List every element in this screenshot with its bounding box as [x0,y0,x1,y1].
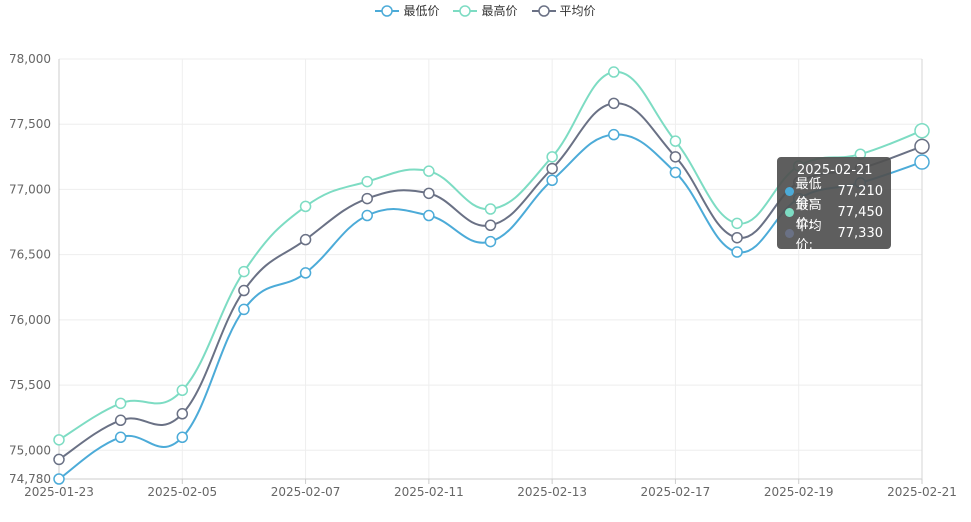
data-point-low [53,473,65,485]
data-point-low [484,235,497,248]
y-tick-label: 75,000 [9,443,51,457]
legend-item-high[interactable]: 最高价 [453,2,518,19]
legend-high-swatch-icon [453,4,478,17]
legend-item-avg[interactable]: 平均价 [531,2,596,19]
data-point-high [114,397,127,410]
legend-high-label: 最高价 [481,4,518,18]
data-point-avg [914,138,930,155]
y-tick-label: 77,000 [9,182,51,196]
data-point-high [608,66,620,78]
data-point-low [114,431,127,444]
tooltip-row-avg: 平均价: 77,330 [785,219,884,253]
tooltip-title: 2025-02-21 [797,163,873,178]
data-point-high [914,122,930,139]
legend-low-swatch-icon [375,4,400,17]
data-point-avg [238,284,250,297]
tooltip-avg-value: 77,330 [837,226,884,241]
y-tick-label: 76,000 [9,313,51,327]
y-tick-label: 74,780 [9,472,51,486]
data-point-avg [484,219,497,232]
legend-item-low[interactable]: 最低价 [375,2,439,19]
data-point-avg [546,162,558,175]
data-point-low [423,209,435,222]
legend-avg-swatch-icon [531,4,556,17]
data-point-high [731,217,743,230]
data-point-low [299,267,312,279]
tooltip-row-low: 最低价: 77,210 [785,177,884,211]
data-point-avg [423,187,435,200]
data-point-avg [361,192,373,205]
data-point-low [608,128,620,141]
data-point-high [176,384,189,397]
data-point-low [731,246,743,258]
tooltip-avg-dot-icon [785,229,794,238]
data-point-high [299,200,312,213]
data-tooltip: 2025-02-21 最低价: 77,210 最高价: 77,450 平均价: … [777,157,891,253]
data-point-high [423,165,435,177]
chart-legend: 最低价 最高价 平均价 [0,2,971,19]
data-point-high [361,175,373,188]
data-point-low [546,174,558,187]
data-point-avg [669,151,682,163]
tooltip-avg-label: 平均价: [795,218,822,253]
data-point-high [238,265,250,278]
tooltip-high-value: 77,450 [837,205,884,220]
data-point-high [484,203,497,215]
x-tick-label: 2025-02-17 [641,485,711,499]
tooltip-low-value: 77,210 [837,184,884,199]
tooltip-low-dot-icon [785,187,794,196]
data-point-high [669,135,682,147]
x-tick-label: 2025-01-23 [24,485,94,499]
data-point-avg [53,453,65,466]
data-point-low [176,431,189,444]
y-tick-label: 75,500 [9,378,51,392]
data-point-high [546,151,558,163]
tooltip-row-high: 最高价: 77,450 [785,198,884,232]
data-point-low [914,154,930,170]
legend-low-label: 最低价 [403,4,440,18]
x-tick-label: 2025-02-11 [394,485,464,499]
data-point-low [238,303,250,316]
x-tick-label: 2025-02-05 [147,485,217,499]
legend-avg-label: 平均价 [559,4,596,18]
data-point-avg [114,414,127,427]
data-point-avg [731,231,743,244]
x-tick-label: 2025-02-07 [271,485,341,499]
data-point-avg [299,233,312,246]
y-tick-label: 76,500 [9,248,51,262]
x-tick-label: 2025-02-21 [887,485,957,499]
tooltip-high-dot-icon [785,208,794,217]
x-tick-label: 2025-02-19 [764,485,834,499]
data-point-high [53,434,65,446]
data-point-avg [176,408,189,420]
y-tick-label: 77,500 [9,117,51,131]
tooltip-low-label: 最低价: [795,176,822,211]
x-tick-label: 2025-02-13 [517,485,587,499]
tooltip-high-label: 最高价: [795,197,822,232]
y-tick-label: 78,000 [9,52,51,66]
data-point-low [361,209,373,222]
data-point-low [669,166,682,179]
data-point-avg [608,97,620,110]
